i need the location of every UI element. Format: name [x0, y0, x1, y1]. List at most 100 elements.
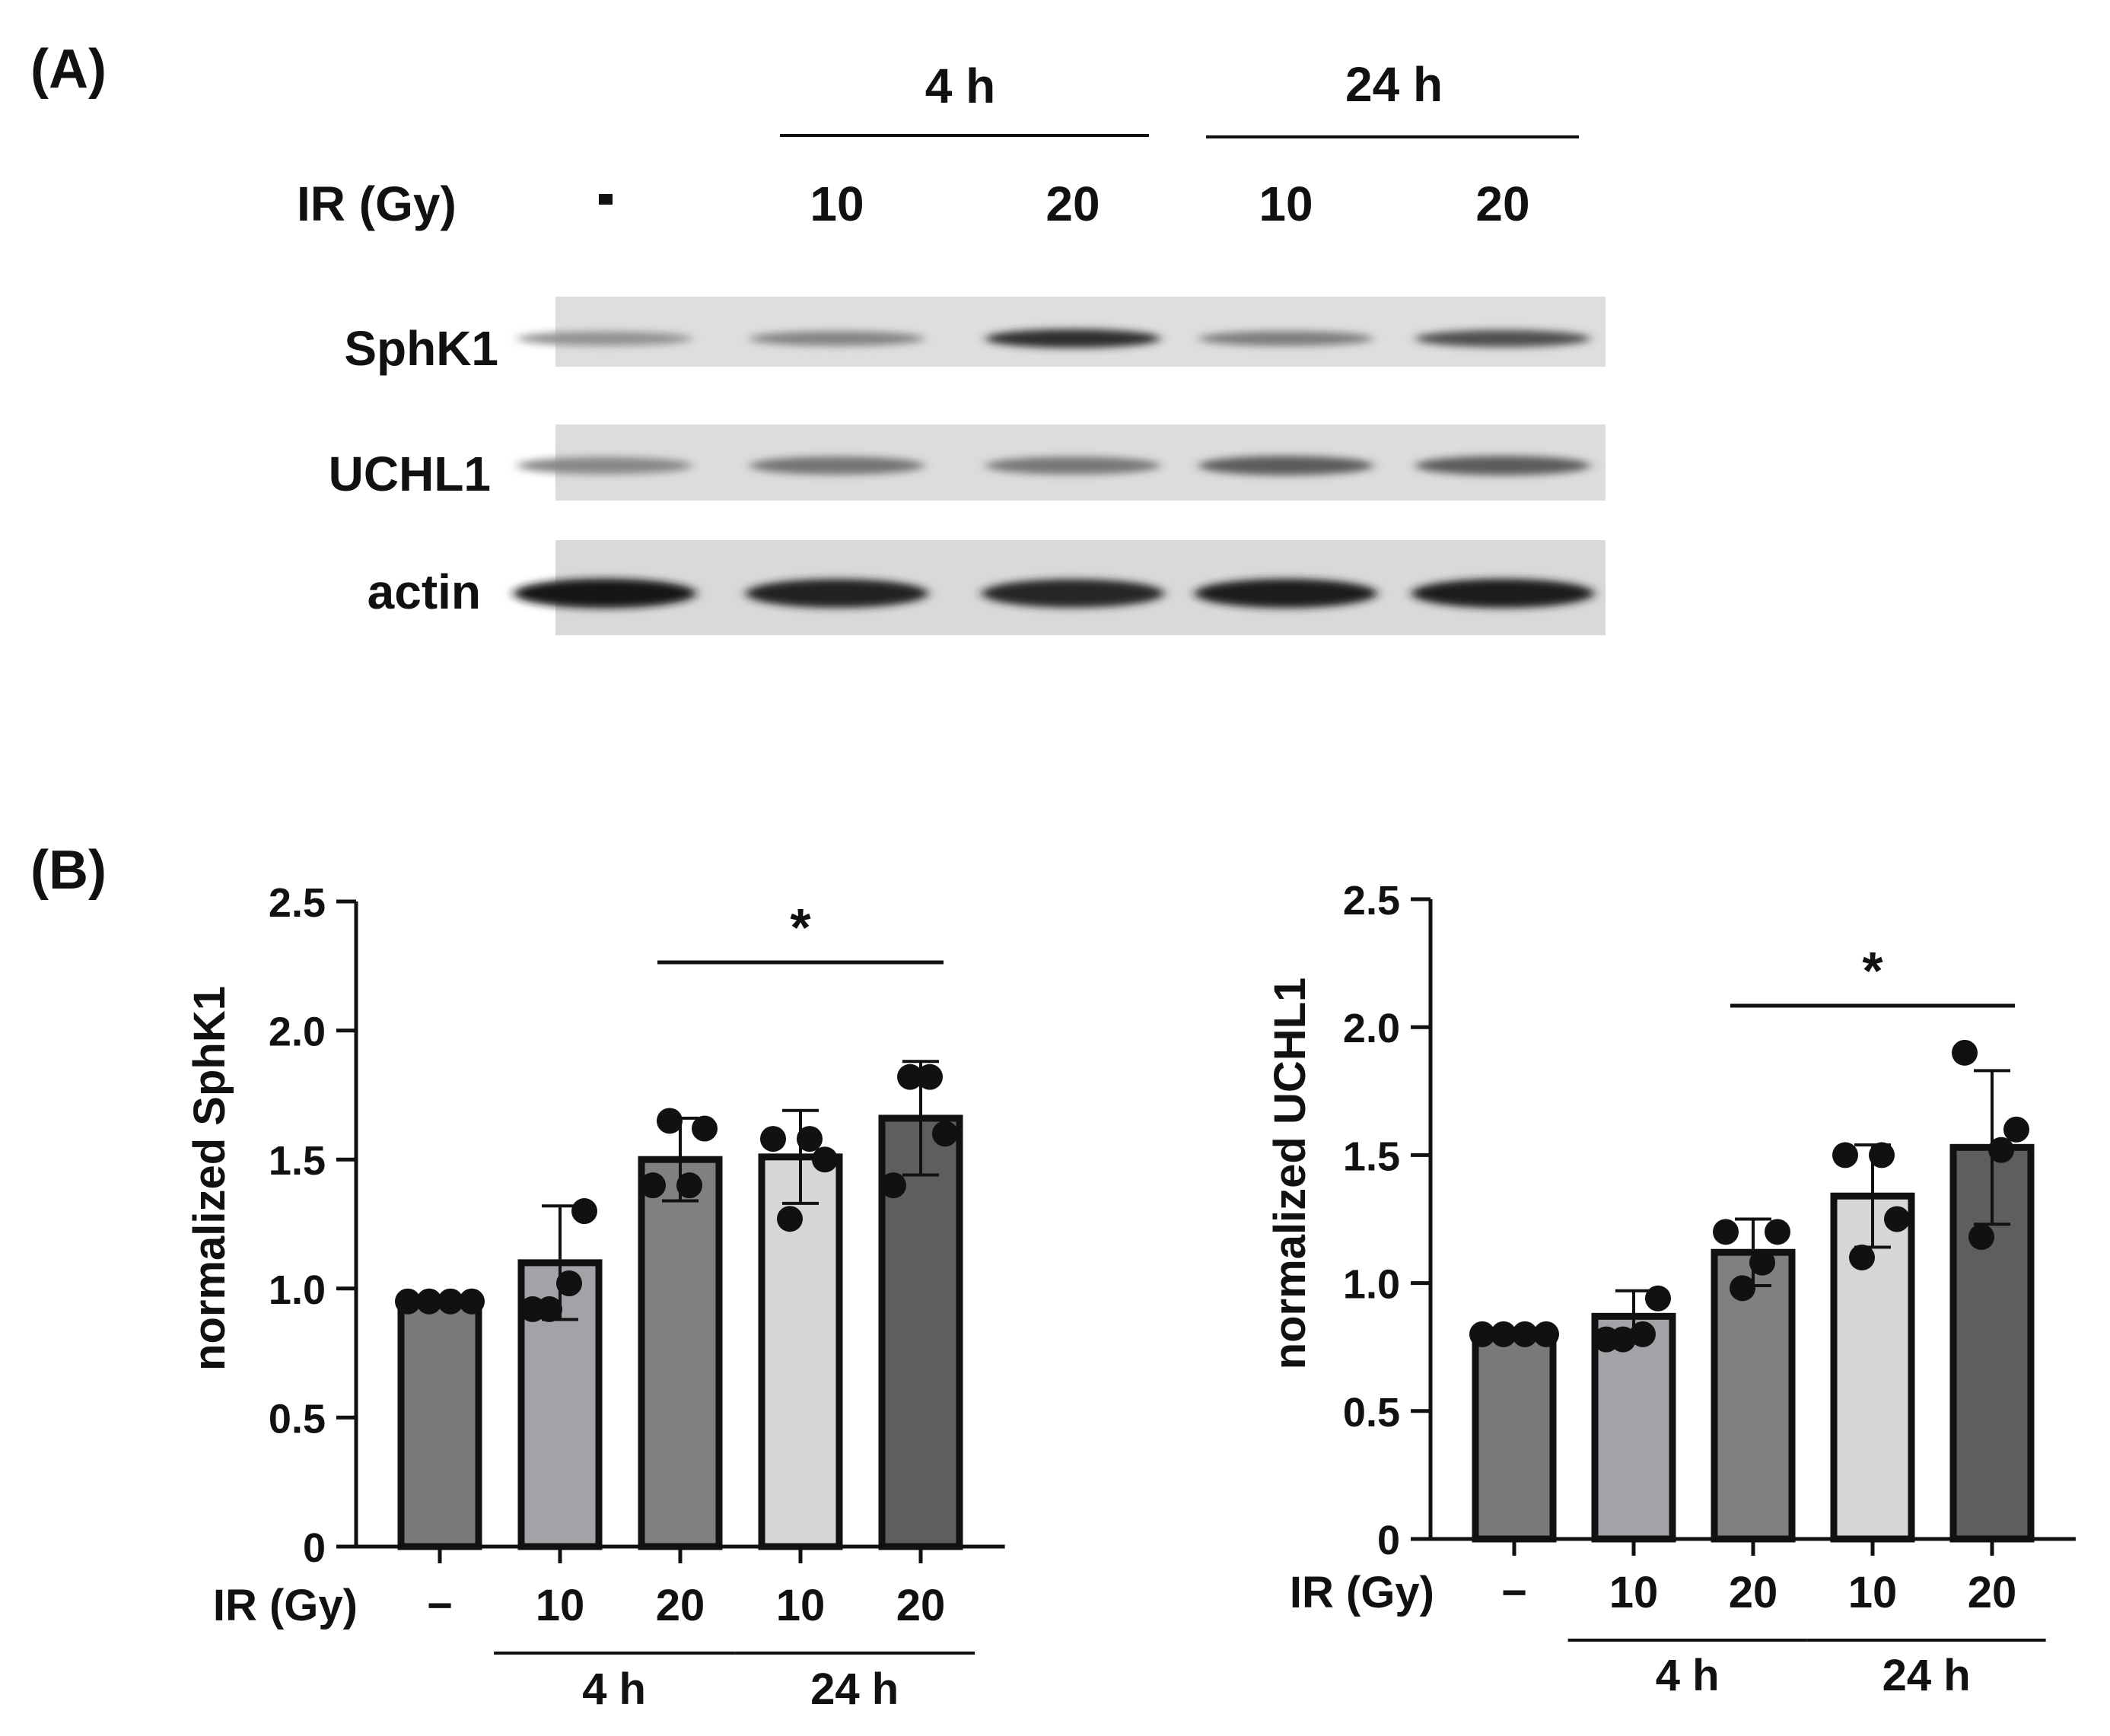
panel-a-label: (A)	[30, 39, 107, 100]
chart-sphk1: 0 0.5 1.0 1.5 2.0 2.5 normalized SphK1 − 10 20 10 2…	[185, 880, 1005, 1714]
data-point	[657, 1108, 683, 1134]
y-tick-label: 1.5	[269, 1138, 326, 1184]
data-point	[1749, 1249, 1775, 1276]
data-point	[1512, 1321, 1538, 1347]
x-tick-label: −	[1501, 1568, 1527, 1617]
lane-label-1: 10	[810, 176, 864, 231]
band-uchl1-lane-4	[1415, 456, 1590, 475]
band-uchl1-lane-0	[517, 456, 692, 475]
x-tick-label: 20	[656, 1581, 705, 1630]
band-actin-lane-4	[1411, 578, 1594, 609]
band-sphk1-lane-3	[1198, 331, 1373, 346]
band-actin-lane-1	[746, 579, 928, 608]
group-label: 4 h	[582, 1664, 646, 1714]
data-point	[571, 1198, 597, 1225]
x-tick-label: 20	[1968, 1568, 2017, 1617]
bands-actin	[514, 578, 1594, 609]
data-point	[1533, 1321, 1559, 1347]
data-point	[1765, 1219, 1790, 1245]
x-tick-label: 20	[1729, 1568, 1778, 1617]
y-tick-label: 0.5	[269, 1396, 326, 1442]
panel-b: (B) 0 0.5 1.0 1.5 2.0 2.5 normalized SphK1 − 10 2…	[30, 840, 2076, 1714]
x-tick-label: 10	[776, 1581, 826, 1630]
x-axis-label: IR (Gy)	[1290, 1568, 1434, 1617]
band-sphk1-lane-1	[749, 331, 925, 346]
data-point	[1869, 1142, 1895, 1168]
y-axis-label: normalized SphK1	[185, 986, 234, 1371]
blot-label-uchl1: UCHL1	[329, 447, 491, 501]
band-uchl1-lane-2	[985, 456, 1160, 475]
x-tick-label: 10	[1609, 1568, 1659, 1617]
chart-uchl1: 0 0.5 1.0 1.5 2.0 2.5 normalized UCHL1 − 10 20 10 2…	[1265, 878, 2076, 1700]
y-tick-label: 1.0	[269, 1267, 326, 1313]
bar	[397, 1298, 482, 1550]
group-label: 24 h	[1882, 1651, 1971, 1700]
y-axis-label: normalized UCHL1	[1265, 978, 1315, 1370]
lane-label-0	[599, 194, 613, 205]
panel-a: (A) 4 h 24 h IR (Gy) 10 20 10 20 SphK1 UCHL…	[30, 39, 1606, 635]
y-tick-label: 1.0	[1343, 1262, 1400, 1308]
data-point	[556, 1270, 582, 1297]
band-actin-lane-2	[982, 579, 1164, 608]
data-point	[1713, 1219, 1739, 1245]
blot-label-sphk1: SphK1	[344, 321, 498, 376]
blot-strip-uchl1	[517, 424, 1606, 501]
data-point	[536, 1296, 562, 1322]
data-point	[1952, 1039, 1978, 1066]
bands-sphk1	[517, 329, 1590, 348]
x-tick-label: 10	[536, 1581, 585, 1630]
data-point	[917, 1064, 943, 1090]
band-actin-lane-0	[514, 578, 696, 609]
y-tick-label: 0.5	[1343, 1390, 1400, 1436]
significance-marker: *	[1862, 941, 1883, 1000]
y-tick-label: 2.0	[269, 1009, 326, 1055]
blot-labels: SphK1 UCHL1 actin	[329, 321, 498, 619]
data-point	[1849, 1244, 1875, 1270]
bar	[638, 1156, 723, 1550]
data-point	[438, 1288, 463, 1315]
data-point	[1832, 1142, 1858, 1168]
data-point	[416, 1288, 442, 1315]
x-tick-label: 10	[1848, 1568, 1898, 1617]
data-point	[1988, 1137, 2014, 1163]
data-point	[395, 1288, 421, 1315]
band-uchl1-lane-3	[1198, 456, 1373, 475]
lane-label-3: 10	[1259, 176, 1313, 231]
data-point	[880, 1172, 906, 1199]
data-point	[1884, 1206, 1910, 1232]
lane-labels: 10 20 10 20	[599, 176, 1530, 231]
data-point	[1630, 1321, 1656, 1347]
data-point	[459, 1288, 485, 1315]
time-group-label-24h: 24 h	[1345, 57, 1443, 112]
lane-label-4: 20	[1475, 176, 1529, 231]
data-point	[897, 1064, 923, 1090]
y-tick-label: 2.5	[269, 880, 326, 926]
data-point	[1645, 1285, 1671, 1312]
blot-strip-actin	[514, 540, 1606, 635]
y-tick-label: 1.5	[1343, 1133, 1400, 1179]
blot-label-actin: actin	[368, 564, 481, 619]
group-label: 24 h	[810, 1664, 899, 1714]
x-tick-label: −	[427, 1581, 453, 1630]
blot-strip-sphk1	[517, 297, 1606, 367]
data-point	[777, 1206, 803, 1232]
significance-marker: *	[790, 898, 811, 957]
bands-uchl1	[517, 456, 1590, 475]
x-axis-label: IR (Gy)	[213, 1581, 358, 1630]
band-sphk1-lane-0	[517, 331, 692, 346]
data-point	[692, 1115, 718, 1142]
lane-label-2: 20	[1045, 176, 1100, 231]
time-group-label-4h: 4 h	[925, 59, 995, 113]
x-tick-label: 20	[896, 1581, 946, 1630]
data-point	[1968, 1224, 1994, 1251]
y-tick-label: 0	[303, 1525, 326, 1571]
band-actin-lane-3	[1195, 578, 1377, 609]
ir-dose-label: IR (Gy)	[297, 176, 457, 231]
data-point	[640, 1172, 666, 1199]
panel-b-label: (B)	[30, 840, 107, 901]
data-point	[1610, 1326, 1636, 1353]
y-tick-label: 2.0	[1343, 1006, 1400, 1051]
y-tick-label: 2.5	[1343, 878, 1400, 924]
data-point	[1730, 1275, 1755, 1302]
data-point	[812, 1146, 838, 1173]
